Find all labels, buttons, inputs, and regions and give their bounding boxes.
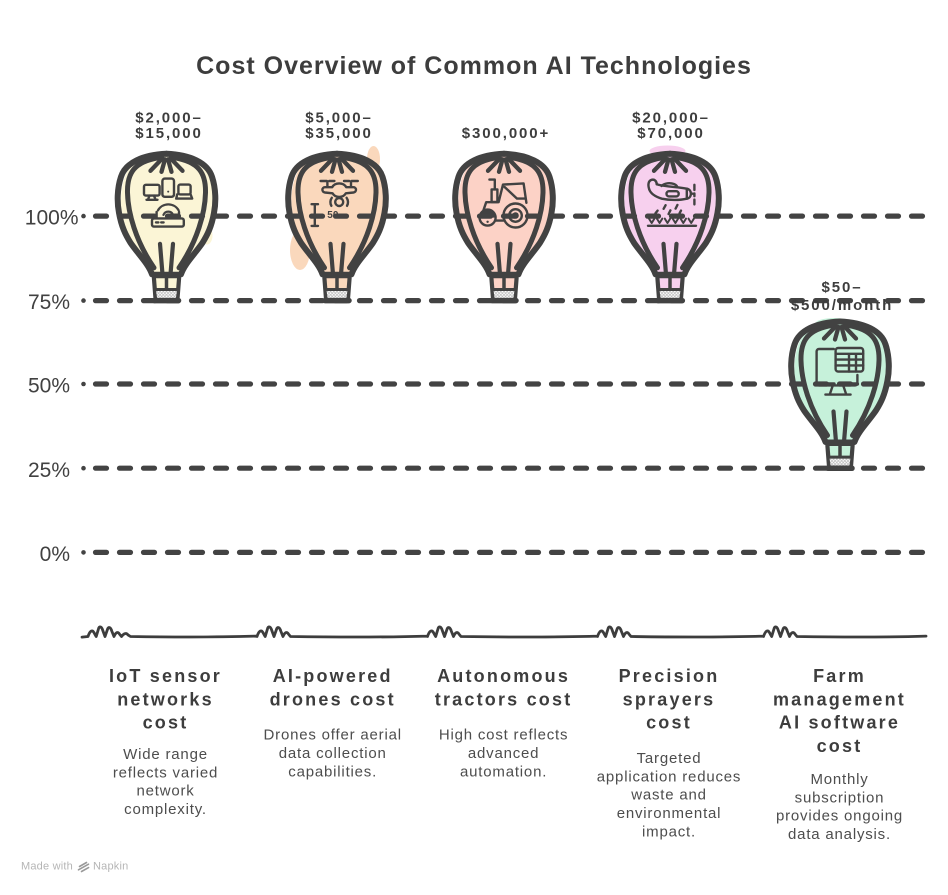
- svg-text:impact.: impact.: [642, 824, 696, 841]
- svg-text:Wide range: Wide range: [123, 746, 208, 763]
- svg-text:Autonomous: Autonomous: [437, 666, 570, 686]
- svg-text:Precision: Precision: [619, 666, 720, 686]
- svg-text:Monthly: Monthly: [810, 771, 868, 788]
- svg-text:AI software: AI software: [779, 713, 900, 733]
- svg-text:$50–: $50–: [822, 279, 863, 296]
- svg-text:Napkin: Napkin: [93, 861, 128, 873]
- svg-text:$35,000: $35,000: [305, 125, 373, 142]
- svg-text:cost: cost: [646, 713, 692, 733]
- svg-text:subscription: subscription: [795, 789, 885, 806]
- svg-text:$500/month: $500/month: [791, 297, 893, 314]
- svg-text:reflects varied: reflects varied: [113, 764, 218, 781]
- svg-text:data collection: data collection: [279, 745, 387, 762]
- svg-text:$70,000: $70,000: [637, 125, 705, 142]
- svg-text:capabilities.: capabilities.: [288, 764, 377, 781]
- svg-text:network: network: [136, 783, 194, 800]
- svg-text:networks: networks: [117, 689, 214, 709]
- svg-text:$15,000: $15,000: [135, 125, 203, 142]
- svg-text:0%: 0%: [40, 543, 70, 566]
- svg-text:management: management: [773, 689, 906, 709]
- svg-text:Made with: Made with: [21, 861, 73, 873]
- svg-text:advanced: advanced: [468, 745, 539, 762]
- svg-text:$20,000–: $20,000–: [632, 109, 710, 126]
- svg-text:50%: 50%: [28, 375, 70, 398]
- svg-text:100%: 100%: [25, 207, 79, 230]
- svg-text:Targeted: Targeted: [637, 750, 702, 767]
- svg-text:High cost reflects: High cost reflects: [439, 727, 568, 744]
- svg-text:AI-powered: AI-powered: [273, 666, 393, 686]
- svg-text:$300,000+: $300,000+: [462, 125, 550, 142]
- svg-text:tractors cost: tractors cost: [435, 689, 573, 709]
- svg-text:$5,000–: $5,000–: [305, 109, 373, 126]
- svg-text:data analysis.: data analysis.: [788, 826, 891, 843]
- svg-text:75%: 75%: [28, 291, 70, 314]
- svg-text:Cost Overview of Common AI Tec: Cost Overview of Common AI Technologies: [196, 52, 752, 80]
- svg-text:25%: 25%: [28, 459, 70, 482]
- svg-text:automation.: automation.: [460, 764, 547, 781]
- svg-text:environmental: environmental: [617, 805, 722, 822]
- svg-text:Farm: Farm: [813, 666, 866, 686]
- svg-text:Drones offer aerial: Drones offer aerial: [264, 727, 402, 744]
- svg-text:provides ongoing: provides ongoing: [776, 808, 903, 825]
- svg-text:cost: cost: [143, 713, 189, 733]
- svg-text:$2,000–: $2,000–: [135, 109, 203, 126]
- svg-text:IoT sensor: IoT sensor: [109, 666, 222, 686]
- svg-text:complexity.: complexity.: [124, 801, 207, 818]
- svg-text:sprayers: sprayers: [623, 689, 716, 709]
- svg-text:waste and: waste and: [630, 787, 707, 804]
- svg-text:application reduces: application reduces: [597, 768, 741, 785]
- svg-text:cost: cost: [817, 736, 863, 756]
- svg-text:drones cost: drones cost: [270, 689, 396, 709]
